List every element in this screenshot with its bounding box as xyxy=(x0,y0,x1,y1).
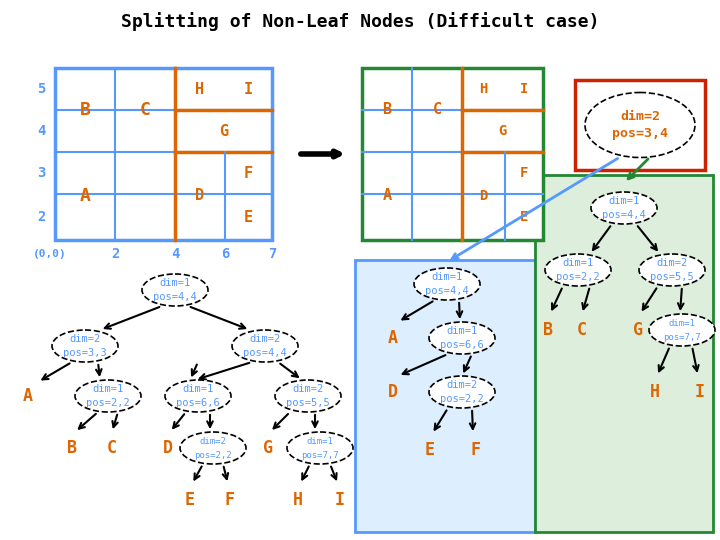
Text: dim=1: dim=1 xyxy=(182,384,214,394)
Text: dim=2: dim=2 xyxy=(199,436,226,446)
Text: G: G xyxy=(633,321,643,339)
Ellipse shape xyxy=(142,274,208,306)
Text: dim=2: dim=2 xyxy=(69,334,101,344)
Text: pos=6,6: pos=6,6 xyxy=(440,340,484,350)
Text: E: E xyxy=(185,491,195,509)
Text: C: C xyxy=(433,103,441,118)
Ellipse shape xyxy=(545,254,611,286)
Text: E: E xyxy=(244,210,253,225)
Ellipse shape xyxy=(275,380,341,412)
Text: D: D xyxy=(480,189,487,203)
Text: D: D xyxy=(195,188,204,204)
Text: B: B xyxy=(80,101,91,119)
Text: I: I xyxy=(695,383,705,401)
Text: A: A xyxy=(23,387,33,405)
Text: A: A xyxy=(382,188,392,204)
Text: H: H xyxy=(480,82,487,96)
Text: F: F xyxy=(520,166,528,180)
Text: dim=1: dim=1 xyxy=(446,326,477,336)
Text: D: D xyxy=(388,383,398,401)
Text: pos=7,7: pos=7,7 xyxy=(663,333,701,341)
Text: 4: 4 xyxy=(37,124,45,138)
Text: dim=2: dim=2 xyxy=(446,380,477,390)
Text: pos=5,5: pos=5,5 xyxy=(650,272,694,282)
Text: pos=2,2: pos=2,2 xyxy=(440,394,484,404)
Ellipse shape xyxy=(165,380,231,412)
Text: G: G xyxy=(263,439,273,457)
Text: dim=1: dim=1 xyxy=(669,319,696,327)
Ellipse shape xyxy=(429,376,495,408)
Ellipse shape xyxy=(591,192,657,224)
Ellipse shape xyxy=(232,330,298,362)
Text: F: F xyxy=(225,491,235,509)
Text: 7: 7 xyxy=(268,247,276,261)
Text: dim=2: dim=2 xyxy=(249,334,281,344)
Ellipse shape xyxy=(585,92,695,158)
Ellipse shape xyxy=(287,432,353,464)
Text: E: E xyxy=(520,210,528,224)
Text: dim=1: dim=1 xyxy=(431,272,463,282)
Text: C: C xyxy=(107,439,117,457)
Bar xyxy=(362,68,543,240)
Text: 5: 5 xyxy=(37,82,45,96)
Text: pos=4,4: pos=4,4 xyxy=(602,210,646,220)
Bar xyxy=(355,260,535,532)
Text: (0,0): (0,0) xyxy=(33,249,67,259)
Text: G: G xyxy=(219,124,228,138)
Text: pos=4,4: pos=4,4 xyxy=(425,286,469,296)
Text: pos=4,4: pos=4,4 xyxy=(153,292,197,302)
Text: F: F xyxy=(470,441,480,459)
Bar xyxy=(55,68,272,240)
Text: dim=2: dim=2 xyxy=(657,258,688,268)
Text: pos=4,4: pos=4,4 xyxy=(243,348,287,358)
Bar xyxy=(575,80,705,170)
Text: dim=1: dim=1 xyxy=(608,196,639,206)
Ellipse shape xyxy=(429,322,495,354)
Text: pos=2,2: pos=2,2 xyxy=(86,398,130,408)
Text: dim=1: dim=1 xyxy=(562,258,593,268)
Ellipse shape xyxy=(414,268,480,300)
Ellipse shape xyxy=(52,330,118,362)
Text: 6: 6 xyxy=(221,247,229,261)
Text: pos=5,5: pos=5,5 xyxy=(286,398,330,408)
Text: I: I xyxy=(520,82,528,96)
Text: C: C xyxy=(577,321,587,339)
Text: pos=3,3: pos=3,3 xyxy=(63,348,107,358)
Text: E: E xyxy=(425,441,435,459)
Text: A: A xyxy=(80,187,91,205)
Text: B: B xyxy=(67,439,77,457)
Text: G: G xyxy=(498,124,507,138)
Text: H: H xyxy=(293,491,303,509)
Text: C: C xyxy=(140,101,150,119)
Text: H: H xyxy=(650,383,660,401)
Text: dim=1: dim=1 xyxy=(307,436,333,446)
Text: 2: 2 xyxy=(111,247,120,261)
Text: 4: 4 xyxy=(171,247,179,261)
Text: A: A xyxy=(388,329,398,347)
Text: B: B xyxy=(543,321,553,339)
Text: pos=2,2: pos=2,2 xyxy=(194,450,232,460)
Text: H: H xyxy=(195,82,204,97)
Ellipse shape xyxy=(649,314,715,346)
Text: F: F xyxy=(244,165,253,180)
Text: I: I xyxy=(244,82,253,97)
Text: dim=1: dim=1 xyxy=(159,278,191,288)
Text: pos=6,6: pos=6,6 xyxy=(176,398,220,408)
Text: I: I xyxy=(335,491,345,509)
Text: 2: 2 xyxy=(37,210,45,224)
Text: pos=3,4: pos=3,4 xyxy=(612,127,668,140)
Text: Splitting of Non-Leaf Nodes (Difficult case): Splitting of Non-Leaf Nodes (Difficult c… xyxy=(121,12,599,31)
Text: pos=2,2: pos=2,2 xyxy=(556,272,600,282)
Ellipse shape xyxy=(75,380,141,412)
Text: 3: 3 xyxy=(37,166,45,180)
Bar xyxy=(535,175,713,532)
Ellipse shape xyxy=(639,254,705,286)
Text: B: B xyxy=(382,103,392,118)
Text: dim=2: dim=2 xyxy=(620,110,660,123)
Text: pos=7,7: pos=7,7 xyxy=(301,450,339,460)
Text: dim=1: dim=1 xyxy=(92,384,124,394)
Ellipse shape xyxy=(180,432,246,464)
Text: D: D xyxy=(163,439,173,457)
Text: dim=2: dim=2 xyxy=(292,384,323,394)
